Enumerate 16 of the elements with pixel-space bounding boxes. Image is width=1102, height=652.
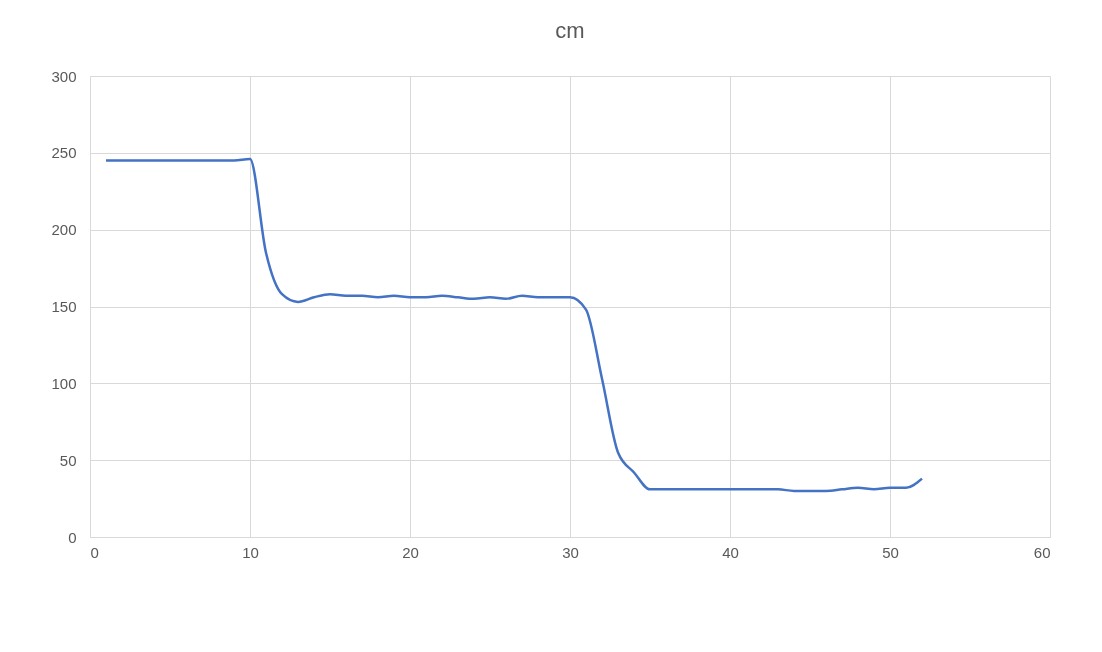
x-tick-label: 50 — [882, 543, 899, 561]
line-series — [104, 157, 924, 493]
x-tick-label: 30 — [562, 543, 579, 561]
y-tick-label: 100 — [51, 374, 77, 392]
x-tick-label: 10 — [242, 543, 259, 561]
x-tick-label: 0 — [90, 543, 99, 561]
x-tick-label: 20 — [402, 543, 419, 561]
y-tick-label: 200 — [51, 221, 77, 239]
y-tick-label: 250 — [51, 144, 77, 162]
chart-title: cm — [555, 18, 585, 43]
x-tick-label: 40 — [722, 543, 739, 561]
y-tick-label: 0 — [68, 528, 77, 546]
y-tick-label: 150 — [51, 298, 77, 315]
y-tick-label: 50 — [59, 451, 77, 469]
x-tick-label: 60 — [1033, 543, 1051, 561]
y-tick-label: 300 — [51, 67, 77, 85]
